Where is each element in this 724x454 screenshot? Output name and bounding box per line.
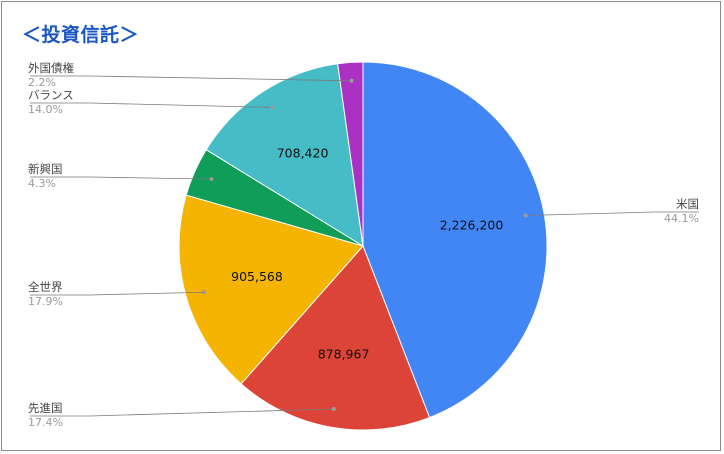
leader-line xyxy=(30,75,352,82)
category-label: 米国 xyxy=(676,197,699,211)
leader-line xyxy=(525,211,699,216)
category-label: バランス xyxy=(28,88,74,102)
category-label: 全世界 xyxy=(28,280,63,294)
chart-title: ＜投資信託＞ xyxy=(22,24,140,46)
slice-value-label: 2,226,200 xyxy=(440,218,504,233)
pie-slice[interactable] xyxy=(205,63,364,247)
pie-slice[interactable] xyxy=(178,194,364,385)
percent-label: 14.0% xyxy=(28,103,63,116)
category-label: 先進国 xyxy=(28,401,63,415)
percent-label: 44.1% xyxy=(664,212,699,225)
pie-slice[interactable] xyxy=(362,61,548,419)
percent-label: 17.9% xyxy=(28,295,63,308)
leader-dot xyxy=(523,213,528,218)
pie-slice[interactable] xyxy=(240,245,431,431)
category-label: 新興国 xyxy=(28,162,63,176)
slice-value-label: 708,420 xyxy=(277,146,329,161)
slice-value-label: 905,568 xyxy=(231,269,283,284)
percent-label: 17.4% xyxy=(28,416,63,429)
leader-line xyxy=(30,408,334,417)
leader-line xyxy=(30,291,205,296)
leader-dot xyxy=(270,105,275,110)
category-label: 外国債権 xyxy=(28,61,74,75)
leader-dot xyxy=(331,407,336,412)
percent-label: 4.3% xyxy=(28,177,56,190)
leader-line xyxy=(30,176,212,180)
leader-dot xyxy=(209,177,214,182)
leader-dot xyxy=(201,290,206,295)
percent-label: 2.2% xyxy=(28,76,56,89)
leader-line xyxy=(30,102,273,108)
slice-value-label: 878,967 xyxy=(318,347,370,362)
pie-slice[interactable] xyxy=(337,61,364,247)
leader-dot xyxy=(349,78,354,83)
